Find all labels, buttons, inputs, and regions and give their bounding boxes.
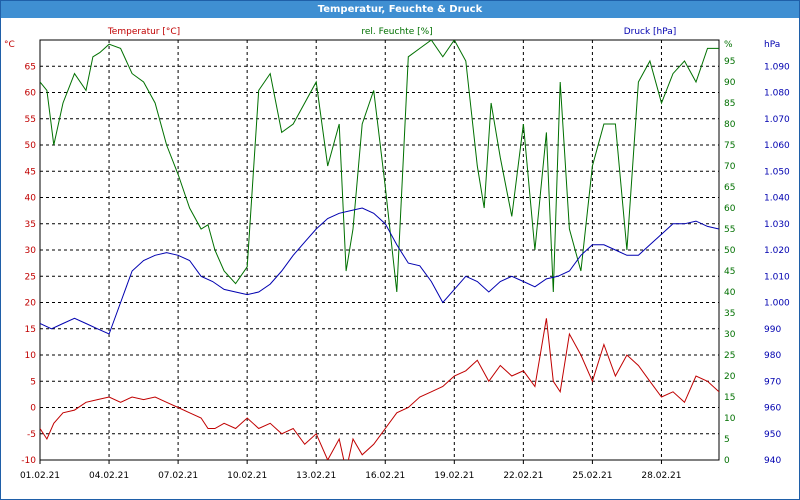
temp-tick-label: 50 bbox=[25, 141, 37, 151]
temp-axis-label: Temperatur [°C] bbox=[107, 27, 180, 37]
hum-tick-label: 35 bbox=[724, 309, 735, 319]
press-tick-label: 940 bbox=[764, 456, 781, 466]
press-tick-label: 1.020 bbox=[764, 246, 790, 256]
hum-tick-label: 20 bbox=[724, 372, 736, 382]
press-tick-label: 1.030 bbox=[764, 220, 790, 230]
temp-tick-label: 45 bbox=[25, 167, 36, 177]
press-tick-label: 990 bbox=[764, 325, 781, 335]
press-tick-label: 1.000 bbox=[764, 299, 790, 309]
x-tick-label: 07.02.21 bbox=[158, 471, 198, 481]
hum-tick-label: 15 bbox=[724, 393, 735, 403]
hum-tick-label: 95 bbox=[724, 57, 735, 67]
press-tick-label: 1.040 bbox=[764, 194, 790, 204]
temp-tick-label: -10 bbox=[21, 456, 36, 466]
x-tick-label: 10.02.21 bbox=[227, 471, 267, 481]
series-line-temp bbox=[40, 318, 719, 460]
temp-tick-label: 15 bbox=[25, 325, 36, 335]
x-tick-label: 25.02.21 bbox=[572, 471, 612, 481]
press-tick-label: 1.080 bbox=[764, 89, 790, 99]
x-tick-label: 19.02.21 bbox=[434, 471, 474, 481]
press-tick-label: 960 bbox=[764, 404, 781, 414]
press-tick-label: 1.050 bbox=[764, 167, 790, 177]
temp-tick-label: 60 bbox=[25, 89, 37, 99]
press-tick-label: 1.090 bbox=[764, 62, 790, 72]
hum-tick-label: 85 bbox=[724, 99, 735, 109]
temp-tick-label: 0 bbox=[30, 404, 36, 414]
hum-tick-label: 60 bbox=[724, 204, 736, 214]
series-line-press bbox=[40, 207, 719, 335]
series-line-hum bbox=[40, 40, 719, 293]
temp-tick-label: 65 bbox=[25, 62, 36, 72]
hum-tick-label: 30 bbox=[724, 330, 736, 340]
hum-tick-label: 55 bbox=[724, 225, 735, 235]
press-tick-label: 970 bbox=[764, 377, 781, 387]
hum-tick-label: 65 bbox=[724, 183, 735, 193]
hum-axis-label: rel. Feuchte [%] bbox=[361, 27, 432, 37]
hum-tick-label: 75 bbox=[724, 141, 735, 151]
x-tick-label: 16.02.21 bbox=[365, 471, 405, 481]
temp-tick-label: 55 bbox=[25, 115, 36, 125]
x-tick-label: 13.02.21 bbox=[296, 471, 336, 481]
temp-tick-label: 40 bbox=[25, 194, 37, 204]
hum-tick-label: 45 bbox=[724, 267, 735, 277]
hum-tick-label: 50 bbox=[724, 246, 736, 256]
hum-tick-label: 10 bbox=[724, 414, 736, 424]
temp-tick-label: -5 bbox=[27, 430, 36, 440]
temp-tick-label: 20 bbox=[25, 299, 37, 309]
temp-tick-label: 5 bbox=[30, 377, 36, 387]
temp-tick-label: 30 bbox=[25, 246, 37, 256]
hum-tick-label: 40 bbox=[724, 288, 736, 298]
press-tick-label: 980 bbox=[764, 351, 781, 361]
hum-tick-label: 70 bbox=[724, 162, 736, 172]
grid-lines bbox=[39, 40, 719, 464]
press-tick-label: 1.010 bbox=[764, 272, 790, 282]
x-tick-label: 22.02.21 bbox=[503, 471, 543, 481]
hum-tick-label: 90 bbox=[724, 78, 736, 88]
temp-unit-label: °C bbox=[4, 40, 15, 50]
press-axis-label: Druck [hPa] bbox=[624, 27, 677, 37]
temp-tick-label: 25 bbox=[25, 272, 36, 282]
x-tick-label: 28.02.21 bbox=[641, 471, 681, 481]
temp-tick-label: 10 bbox=[25, 351, 37, 361]
hum-tick-label: 80 bbox=[724, 120, 736, 130]
hum-tick-label: 25 bbox=[724, 351, 735, 361]
window-title: Temperatur, Feuchte & Druck bbox=[1, 1, 799, 18]
press-tick-label: 1.060 bbox=[764, 141, 790, 151]
hum-unit-label: % bbox=[724, 40, 733, 50]
hum-tick-label: 5 bbox=[724, 435, 730, 445]
temp-tick-label: 35 bbox=[25, 220, 36, 230]
press-unit-label: hPa bbox=[764, 40, 780, 50]
press-tick-label: 950 bbox=[764, 430, 781, 440]
series-layer bbox=[40, 40, 719, 460]
hum-tick-label: 0 bbox=[724, 456, 730, 466]
x-tick-label: 01.02.21 bbox=[20, 471, 60, 481]
press-tick-label: 1.070 bbox=[764, 115, 790, 125]
x-tick-label: 04.02.21 bbox=[89, 471, 129, 481]
